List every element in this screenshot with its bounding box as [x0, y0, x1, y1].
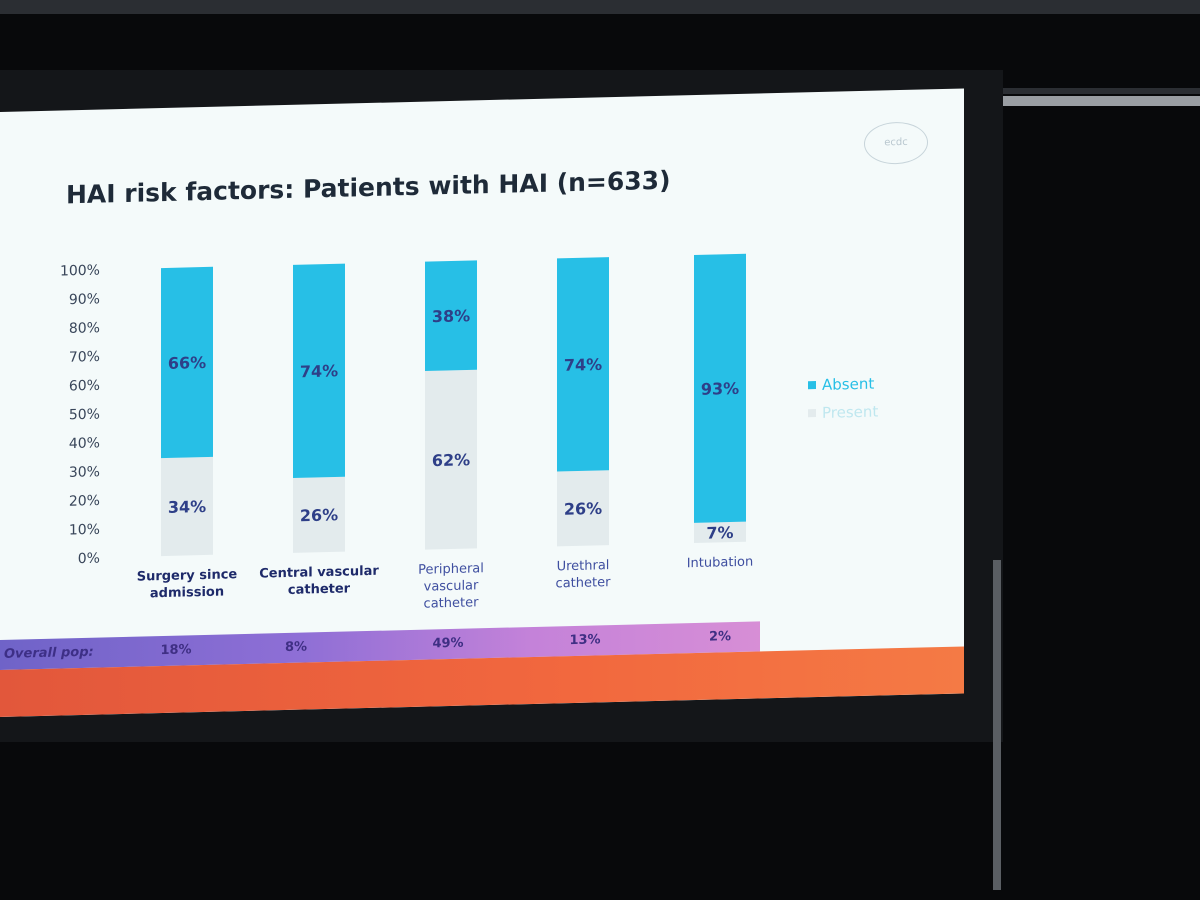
x-category-label-line: catheter	[288, 581, 351, 598]
bar-present	[557, 470, 609, 547]
data-label-absent: 74%	[300, 361, 338, 381]
data-label-present: 34%	[168, 497, 206, 517]
x-category-label: Central vascularcatheter	[259, 564, 379, 599]
bar-absent	[425, 260, 477, 372]
legend-swatch-present	[808, 409, 816, 418]
overall-pop-value: 49%	[432, 635, 464, 652]
x-category-label-line: Central vascular	[259, 564, 379, 582]
x-category-label-line: Surgery since	[137, 567, 238, 584]
presentation-slide: HAI risk factors: Patients with HAI (n=6…	[0, 88, 964, 717]
x-category-label-line: catheter	[424, 595, 480, 611]
bar-absent	[694, 253, 746, 523]
bar-absent	[557, 257, 609, 472]
bar-present	[425, 369, 477, 550]
data-label-absent: 74%	[564, 355, 602, 375]
y-tick-label: 50%	[69, 407, 100, 424]
x-category-label-line: catheter	[556, 575, 612, 591]
x-category-label: Surgery sinceadmission	[137, 567, 238, 601]
data-label-present: 26%	[300, 505, 338, 525]
x-category-label-line: Intubation	[687, 555, 754, 572]
legend-label-present: Present	[822, 402, 879, 422]
legend-label-absent: Absent	[822, 374, 875, 394]
y-tick-label: 90%	[69, 291, 100, 308]
y-tick-label: 100%	[60, 263, 100, 280]
overall-pop-value: 18%	[160, 642, 192, 659]
stacked-bar-chart: 0% 10% 20% 30% 40% 50% 60% 70% 80% 90% 100% 66% 34% S…	[60, 253, 754, 612]
data-label-present: 7%	[706, 523, 733, 543]
y-tick-label: 20%	[69, 493, 100, 510]
bar-present	[293, 476, 345, 553]
ceiling-truss-top	[0, 0, 1200, 14]
data-label-absent: 93%	[701, 379, 739, 399]
x-category-label-line: admission	[150, 585, 224, 602]
bar-absent	[293, 263, 345, 478]
bar-present	[161, 456, 213, 557]
y-tick-label: 30%	[69, 464, 100, 481]
data-label-present: 62%	[432, 450, 470, 470]
legend-item-absent: Absent	[808, 373, 878, 397]
x-category-label: Intubation	[687, 555, 754, 572]
y-tick-label: 70%	[69, 349, 100, 366]
x-category-label-line: Urethral	[557, 558, 610, 574]
x-category-label-line: Peripheral	[418, 561, 484, 578]
bar-present	[694, 521, 746, 544]
overall-pop-label: Overall pop:	[4, 644, 94, 662]
legend-swatch-absent	[808, 381, 816, 390]
x-category-label: Urethralcatheter	[556, 558, 612, 591]
chart-legend: Absent Present	[808, 373, 878, 431]
y-tick-label: 10%	[69, 522, 100, 539]
x-category-label-line: vascular	[424, 578, 479, 594]
overall-pop-value: 8%	[284, 639, 308, 656]
overall-pop-value: 2%	[708, 629, 732, 645]
overall-pop-value: 13%	[569, 632, 601, 649]
data-label-absent: 66%	[168, 353, 206, 373]
y-tick-label: 60%	[69, 378, 100, 395]
legend-item-present: Present	[808, 401, 878, 425]
data-label-absent: 38%	[432, 306, 470, 326]
data-label-present: 26%	[564, 499, 602, 519]
y-tick-label: 40%	[69, 435, 100, 452]
ceiling-truss-right	[1003, 96, 1200, 106]
bar-absent	[161, 266, 213, 459]
y-tick-label: 0%	[78, 551, 100, 568]
x-category-label: Peripheralvascularcatheter	[418, 561, 484, 612]
stand-pole	[993, 560, 1001, 890]
y-tick-label: 80%	[69, 320, 100, 337]
